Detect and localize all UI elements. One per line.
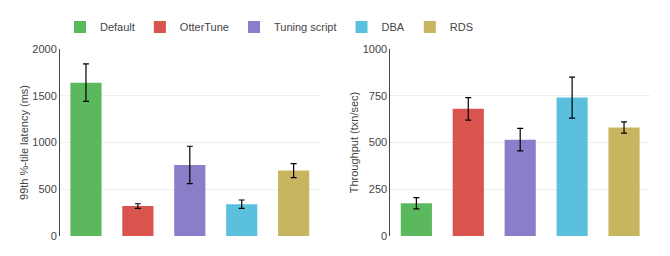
svg-text:OtterTune: OtterTune [180, 21, 229, 33]
svg-text:1000: 1000 [32, 136, 56, 148]
svg-text:0: 0 [51, 230, 57, 242]
svg-text:Default: Default [100, 21, 135, 33]
svg-text:1500: 1500 [32, 90, 56, 102]
svg-text:Tuning script: Tuning script [274, 21, 337, 33]
svg-text:750: 750 [369, 90, 387, 102]
svg-text:500: 500 [369, 136, 387, 148]
svg-text:500: 500 [38, 183, 56, 195]
svg-text:0: 0 [381, 230, 387, 242]
svg-text:DBA: DBA [382, 21, 405, 33]
svg-text:Throughput (txn/sec): Throughput (txn/sec) [348, 92, 360, 194]
svg-text:99th %-tile latency (ms): 99th %-tile latency (ms) [18, 85, 30, 200]
svg-text:1000: 1000 [363, 43, 387, 55]
svg-text:2000: 2000 [32, 43, 56, 55]
svg-text:RDS: RDS [450, 21, 473, 33]
svg-text:250: 250 [369, 183, 387, 195]
